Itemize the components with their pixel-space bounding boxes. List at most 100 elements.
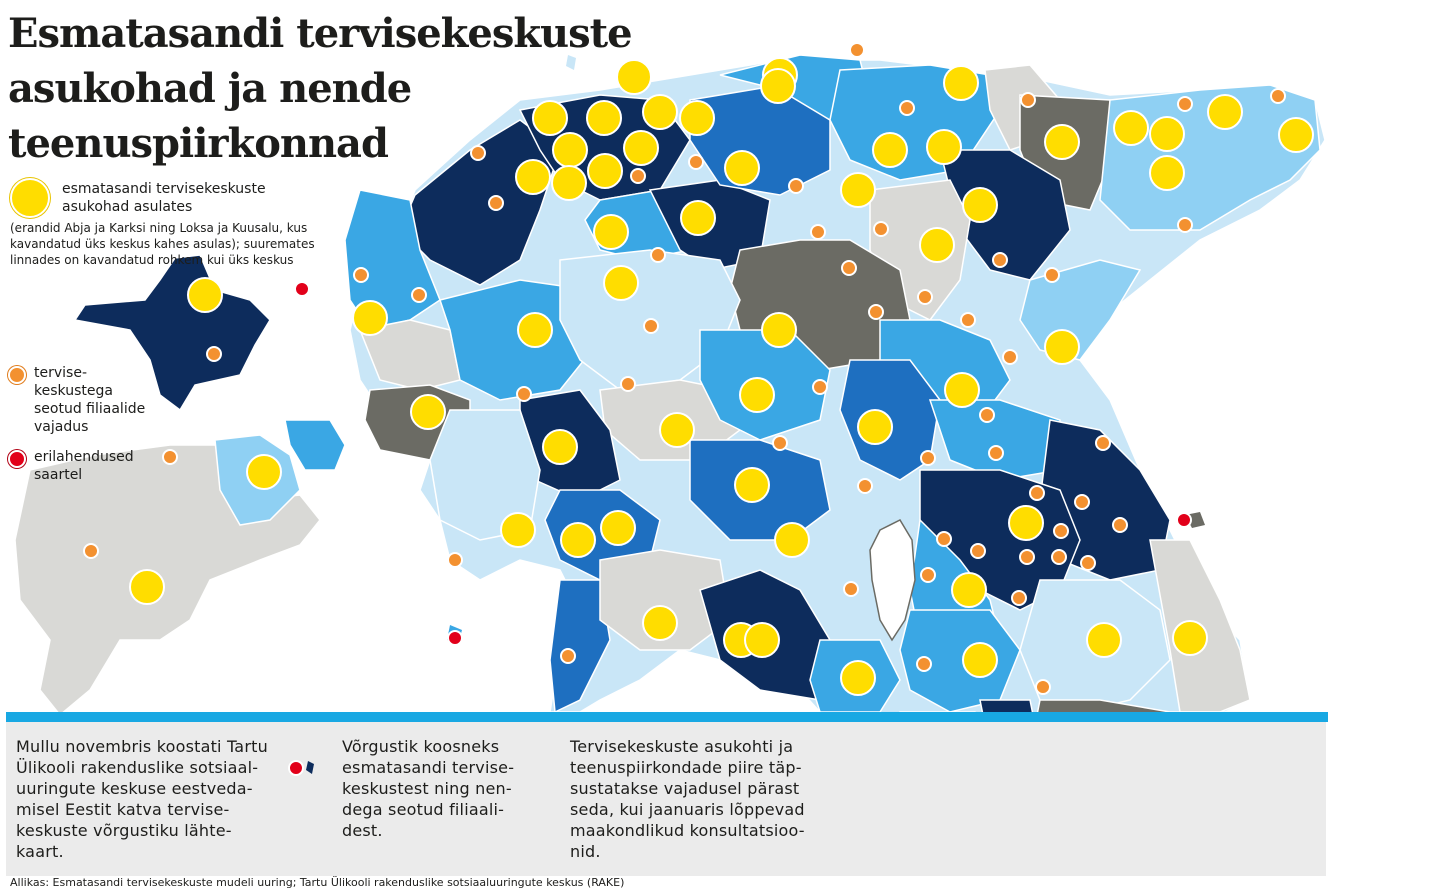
branch-marker [899, 100, 915, 116]
branch-marker [812, 379, 828, 395]
branch-marker [1044, 267, 1060, 283]
branch-marker [560, 648, 576, 664]
health-centre-marker [246, 454, 282, 490]
health-centre-marker [600, 510, 636, 546]
health-centre-marker [761, 312, 797, 348]
health-centre-marker [659, 412, 695, 448]
branch-marker [917, 289, 933, 305]
health-centre-marker [603, 265, 639, 301]
branch-marker [1074, 494, 1090, 510]
health-centre-marker [1149, 116, 1185, 152]
health-centre-marker [926, 129, 962, 165]
branch-marker [920, 450, 936, 466]
branch-marker [979, 407, 995, 423]
marker-pair-icon [288, 760, 314, 776]
health-centre-marker [951, 572, 987, 608]
branch-marker [1035, 679, 1051, 695]
branch-marker [688, 154, 704, 170]
health-centre-marker [642, 605, 678, 641]
health-centre-marker [1086, 622, 1122, 658]
branch-marker [643, 318, 659, 334]
health-centre-marker [774, 522, 810, 558]
health-centre-marker [944, 372, 980, 408]
branch-marker [857, 478, 873, 494]
branch-marker [849, 42, 865, 58]
info-column-2: Võrgustik koosneks esmatasandi tervise-k… [342, 737, 515, 840]
branch-marker [992, 252, 1008, 268]
orange-circle-icon [8, 366, 26, 384]
branch-marker [1051, 549, 1067, 565]
branch-marker [1270, 88, 1286, 104]
branch-marker [1095, 435, 1111, 451]
branch-marker [1011, 590, 1027, 606]
health-centre-marker [962, 642, 998, 678]
branch-marker [447, 552, 463, 568]
branch-marker [868, 304, 884, 320]
legend-red-label: erilahendused saartel [34, 449, 134, 483]
legend-item-health-centres: esmatasandi tervisekeskuste asukohad asu… [10, 178, 310, 218]
health-centre-marker [517, 312, 553, 348]
health-centre-marker [962, 187, 998, 223]
health-centre-marker [760, 68, 796, 104]
lake-vortsjarv [869, 519, 916, 642]
health-centre-marker [410, 394, 446, 430]
health-centre-marker [744, 622, 780, 658]
info-column-3: Tervisekeskuste asukohti ja teenuspiirko… [570, 737, 805, 861]
branch-marker [470, 145, 486, 161]
health-centre-marker [586, 100, 622, 136]
health-centre-marker [680, 200, 716, 236]
health-centre-marker [1278, 117, 1314, 153]
health-centre-marker [943, 65, 979, 101]
island-north [566, 55, 576, 70]
health-centre-marker [616, 59, 652, 95]
special-marker [1176, 512, 1192, 528]
health-centre-marker [623, 130, 659, 166]
health-centre-markers [129, 57, 1314, 788]
legend-orange-label: tervise-keskustega seotud filiaalide vaj… [34, 365, 146, 435]
branch-marker [970, 543, 986, 559]
branch-marker [841, 260, 857, 276]
health-centre-marker [587, 153, 623, 189]
health-centre-marker [857, 409, 893, 445]
health-centre-marker [352, 300, 388, 336]
yellow-circle-icon [10, 178, 50, 218]
health-centre-marker [1008, 505, 1044, 541]
legend-note: (erandid Abja ja Karksi ning Loksa ja Ku… [10, 221, 315, 267]
health-centre-marker [840, 172, 876, 208]
region-parnu-south [599, 549, 731, 651]
info-panel [6, 712, 1326, 876]
branch-marker [1053, 523, 1069, 539]
legend-yellow-label: esmatasandi tervisekeskuste asukohad asu… [62, 181, 266, 215]
branch-marker [83, 543, 99, 559]
source-note: Allikas: Esmatasandi tervisekeskuste mud… [10, 876, 625, 889]
health-centre-marker [724, 150, 760, 186]
special-marker [447, 630, 463, 646]
health-centre-marker [1149, 155, 1185, 191]
page-title: Esmatasandi tervisekeskuste asukohad ja … [8, 10, 633, 167]
health-centre-marker [593, 214, 629, 250]
branch-marker [772, 435, 788, 451]
branch-marker [1177, 217, 1193, 233]
health-centre-marker [1113, 110, 1149, 146]
health-centre-marker [1044, 329, 1080, 365]
region-muhu-east [284, 419, 346, 471]
health-centre-marker [532, 100, 568, 136]
branch-markers [83, 42, 1286, 844]
branch-marker [1112, 517, 1128, 533]
health-centre-marker [542, 429, 578, 465]
branch-marker [162, 449, 178, 465]
branch-marker [206, 346, 222, 362]
health-centre-marker [1044, 124, 1080, 160]
branch-marker [810, 224, 826, 240]
info-panel-top-bar [6, 712, 1328, 722]
health-centre-marker [679, 100, 715, 136]
branch-marker [630, 168, 646, 184]
branch-marker [843, 581, 859, 597]
branch-marker [516, 386, 532, 402]
health-centre-marker [872, 132, 908, 168]
health-centre-marker [551, 165, 587, 201]
health-centre-marker [642, 94, 678, 130]
branch-marker [650, 247, 666, 263]
health-centre-marker [734, 467, 770, 503]
